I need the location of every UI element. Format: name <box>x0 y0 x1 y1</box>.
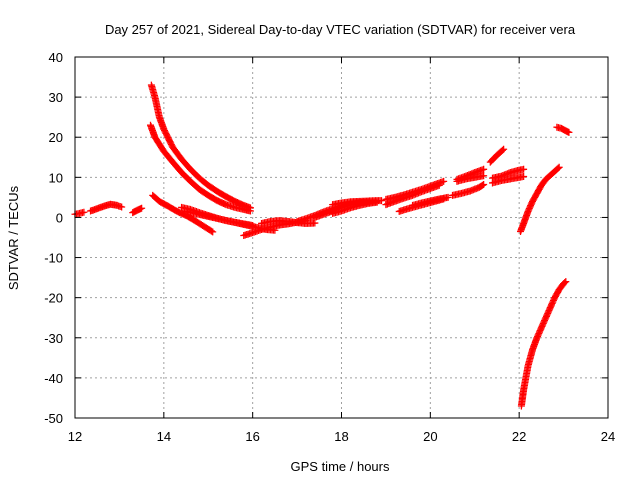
data-point <box>80 208 88 216</box>
data-point <box>520 165 528 173</box>
data-point <box>209 228 217 236</box>
series-arc-26 <box>553 123 573 136</box>
series-arc-3 <box>129 204 146 217</box>
data-point <box>561 279 569 287</box>
chart-title: Day 257 of 2021, Sidereal Day-to-day VTE… <box>105 22 576 37</box>
x-tick-label: 14 <box>157 429 171 444</box>
data-point <box>565 128 573 136</box>
series-arc-25 <box>516 163 563 235</box>
x-axis-label: GPS time / hours <box>291 459 390 474</box>
y-tick-label: 20 <box>49 130 63 145</box>
x-tick-label: 12 <box>68 429 82 444</box>
series-arc-23 <box>489 165 528 182</box>
series-arc-5 <box>147 121 254 215</box>
series-arc-20 <box>449 181 488 199</box>
data-point <box>500 145 508 153</box>
series-arc-1 <box>71 208 88 218</box>
x-tick-label: 22 <box>512 429 526 444</box>
y-tick-label: -10 <box>44 251 63 266</box>
data-point <box>440 177 448 185</box>
data-point <box>562 278 570 286</box>
series-arc-22 <box>486 145 508 166</box>
data-point <box>480 165 488 173</box>
series-arc-4 <box>147 81 254 212</box>
data-point <box>444 193 452 201</box>
series-arc-6 <box>149 191 217 236</box>
y-tick-label: 0 <box>56 210 63 225</box>
data-layer <box>71 81 573 410</box>
x-tick-label: 20 <box>423 429 437 444</box>
data-point <box>480 172 488 180</box>
series-arc-21 <box>453 172 488 185</box>
data-point <box>118 203 126 211</box>
data-point <box>479 181 487 189</box>
x-tick-label: 18 <box>334 429 348 444</box>
series-arc-18 <box>409 193 452 209</box>
series-arc-27 <box>517 278 570 410</box>
y-tick-label: 10 <box>49 170 63 185</box>
tick-layer: 12 14 16 18 20 22 24 -50 -40 -30 -20 -10 0 10 20 30 40 <box>44 50 615 444</box>
series-arc-16 <box>382 177 448 203</box>
y-tick-label: 40 <box>49 50 63 65</box>
data-point <box>554 164 562 172</box>
x-tick-label: 16 <box>245 429 259 444</box>
y-tick-label: -50 <box>44 411 63 426</box>
data-point <box>246 207 254 215</box>
data-point <box>480 181 488 189</box>
grid-layer <box>75 57 608 418</box>
data-point <box>138 204 146 212</box>
data-point <box>207 227 215 235</box>
data-point <box>499 146 507 154</box>
y-axis-label: SDTVAR / TECUs <box>6 185 21 290</box>
x-tick-label: 24 <box>601 429 615 444</box>
series-arc-2 <box>87 200 126 215</box>
data-point <box>520 173 528 181</box>
y-tick-label: -20 <box>44 291 63 306</box>
series-arc-14 <box>329 197 385 209</box>
y-tick-label: -30 <box>44 331 63 346</box>
series-arc-24 <box>489 173 528 187</box>
y-tick-label: 30 <box>49 90 63 105</box>
data-point <box>555 163 563 171</box>
y-tick-label: -40 <box>44 371 63 386</box>
data-point <box>377 197 385 205</box>
